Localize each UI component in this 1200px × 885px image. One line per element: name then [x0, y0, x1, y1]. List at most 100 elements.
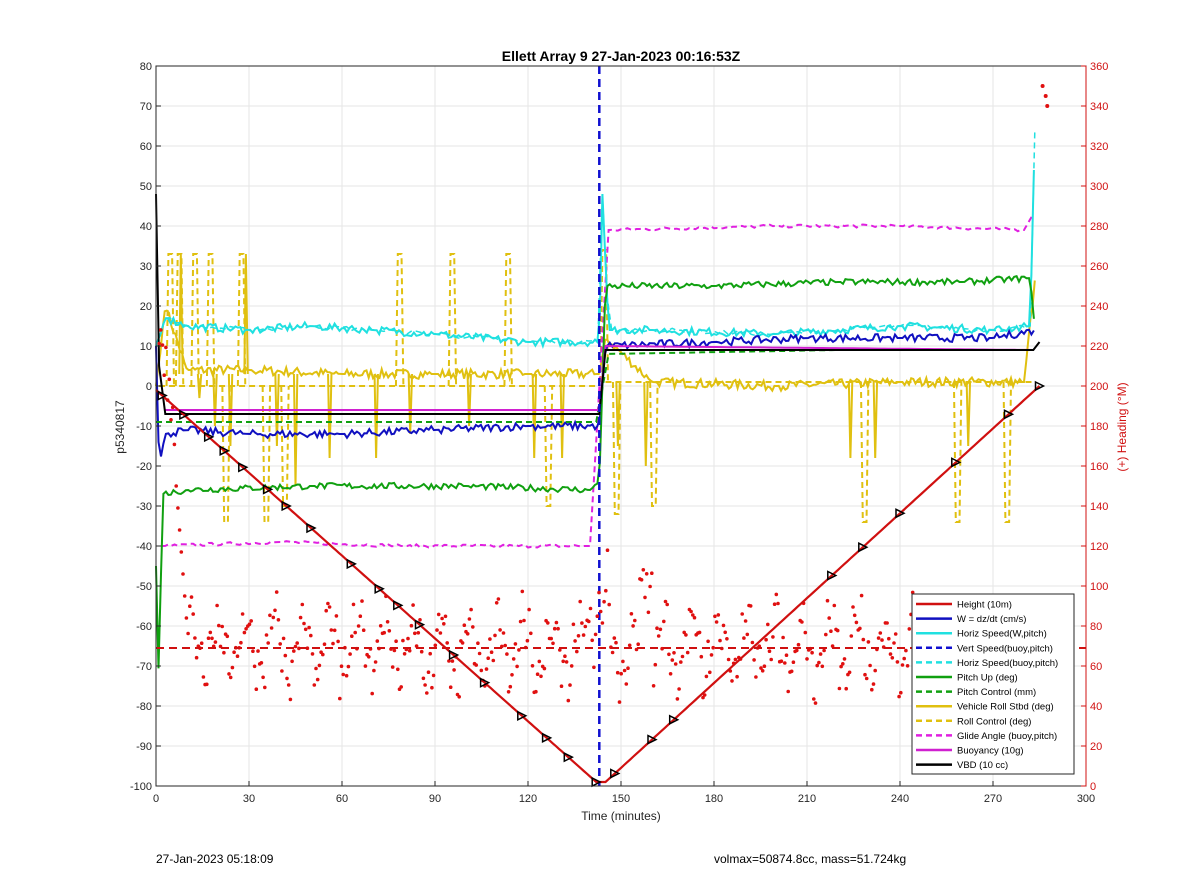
heading-point [418, 618, 422, 622]
heading-point [201, 675, 206, 679]
x-tick-label: 300 [1077, 793, 1095, 805]
heading-point [370, 691, 375, 696]
legend-label: Horiz Speed(W,pitch) [957, 629, 1047, 640]
y-tick-label: -10 [136, 421, 152, 433]
y-tick-label: -50 [136, 581, 152, 593]
heading-point [631, 624, 635, 628]
heading-point [281, 636, 286, 641]
legend-label: Horiz Speed(buoy,pitch) [957, 658, 1058, 669]
heading-point [244, 627, 248, 631]
heading-point [774, 592, 779, 597]
heading-point [670, 658, 675, 662]
legend-label: Pitch Up (deg) [957, 673, 1018, 684]
heading-point [786, 689, 790, 694]
heading-point [588, 606, 593, 611]
heading-point [813, 701, 818, 705]
heading-point [510, 673, 514, 677]
heading-point [484, 667, 489, 671]
heading-point [423, 683, 427, 687]
x-axis-label: Time (minutes) [581, 809, 661, 823]
heading-point [462, 623, 467, 627]
heading-point [457, 695, 462, 699]
heading-point [817, 660, 821, 665]
heading-point [307, 625, 311, 630]
height-marker [448, 649, 460, 661]
y2-tick-label: 160 [1090, 461, 1108, 473]
height-marker [346, 558, 357, 570]
heading-point [517, 648, 521, 652]
y2-tick-label: 100 [1090, 581, 1108, 593]
heading-point [653, 662, 658, 667]
legend-label: Height (10m) [957, 600, 1012, 611]
heading-point [566, 698, 571, 703]
heading-point [615, 670, 620, 675]
heading-point [520, 589, 525, 594]
heading-point [699, 654, 704, 659]
heading-point [767, 649, 772, 653]
heading-point [784, 653, 789, 657]
heading-point [595, 614, 600, 618]
heading-point [750, 640, 755, 645]
height-marker [1034, 380, 1046, 392]
heading-point [431, 673, 436, 678]
heading-point [624, 682, 629, 686]
heading-point [399, 685, 404, 689]
heading-point [496, 597, 501, 601]
horiz-speed-buoy-line [155, 130, 1036, 347]
heading-point [176, 506, 180, 510]
axes: 0 30 60 90 120 150 180 210 240 270 300-100-90-80-7… [130, 61, 1108, 805]
heading-point [655, 626, 659, 630]
heading-point [249, 619, 253, 623]
heading-point [549, 636, 553, 641]
x-tick-label: 120 [519, 793, 537, 805]
pitch-up-line [155, 275, 1035, 669]
heading-point [583, 624, 588, 629]
heading-point [1040, 84, 1045, 88]
y2-tick-label: 220 [1090, 341, 1108, 353]
heading-point [900, 663, 905, 667]
heading-point [382, 630, 387, 635]
heading-point [573, 639, 577, 643]
heading-point [189, 595, 194, 599]
heading-point [535, 672, 540, 676]
heading-point [559, 684, 564, 688]
height-marker [393, 600, 404, 611]
heading-point [430, 685, 434, 690]
heading-point [351, 602, 356, 607]
heading-point [689, 609, 693, 614]
heading-point [849, 634, 854, 638]
height-marker [179, 409, 190, 421]
height-marker [895, 508, 906, 519]
heading-point [346, 664, 351, 669]
y2-tick-label: 40 [1090, 701, 1102, 713]
heading-point [604, 588, 608, 593]
legend: Height (10m) W = dz/dt (cm/s) Horiz Speed(… [911, 593, 1075, 775]
heading-point [508, 684, 513, 689]
heading-point [864, 676, 869, 681]
y-tick-label: 60 [140, 141, 152, 153]
heading-point [344, 673, 349, 678]
heading-point [791, 660, 796, 664]
heading-point [829, 629, 833, 633]
heading-point [252, 664, 257, 669]
heading-point [358, 614, 363, 618]
heading-point [805, 657, 809, 661]
y-axis-label: p5340817 [113, 400, 127, 454]
heading-point [447, 659, 451, 663]
y2-axis-label: (+) Heading (°M) [1115, 382, 1129, 471]
heading-point [733, 657, 738, 662]
heading-point [350, 634, 354, 638]
heading-point [769, 657, 773, 662]
heading-point [704, 674, 709, 679]
heading-point [378, 624, 383, 628]
y-tick-label: 40 [140, 221, 152, 233]
heading-point [866, 640, 871, 644]
heading-point [629, 612, 634, 616]
heading-point [646, 610, 651, 615]
height-marker [414, 619, 426, 630]
heading-point [876, 636, 881, 640]
legend-label: VBD (10 cc) [957, 760, 1008, 771]
legend-label: W = dz/dt (cm/s) [957, 614, 1026, 625]
heading-point [546, 621, 550, 625]
